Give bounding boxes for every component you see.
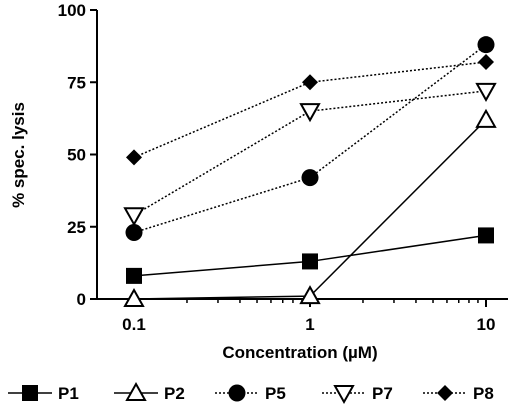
data-point-p2: [123, 287, 145, 307]
data-point-p1: [302, 253, 318, 270]
legend-label: P2: [164, 384, 185, 403]
legend-item-p2: P2: [114, 381, 185, 403]
legend-marker: [22, 385, 38, 401]
data-point-p8: [478, 54, 494, 71]
data-point-p1: [126, 267, 142, 284]
legend-marker: [228, 384, 246, 402]
series-p5: [133, 44, 487, 234]
series-markers-p7: [123, 82, 497, 227]
series-markers-p8: [126, 54, 494, 166]
data-point-p8: [126, 149, 142, 166]
data-point-p7: [299, 103, 321, 123]
x-tick-label: 1: [305, 315, 314, 334]
series-markers-p2: [123, 108, 497, 307]
legend-item-p7: P7: [322, 384, 393, 405]
series-line-p5: [133, 44, 487, 234]
data-point-p8: [302, 74, 318, 91]
legend-item-p8: P8: [423, 384, 494, 403]
legend-label: P1: [58, 384, 79, 403]
legend-item-p5: P5: [215, 384, 286, 403]
data-point-p7: [123, 207, 145, 227]
legend-label: P8: [473, 384, 494, 403]
legend-item-p1: P1: [8, 384, 79, 403]
data-point-p1: [478, 227, 494, 244]
x-axis: 0.1 1 10 Concentration (µM): [97, 298, 508, 362]
y-axis: 0 25 50 75 100 % spec. lysis: [9, 1, 98, 309]
plot-area: [123, 36, 497, 307]
series-p8: [133, 61, 487, 159]
data-point-p2: [475, 108, 497, 128]
legend-label: P7: [372, 384, 393, 403]
data-point-p5: [125, 224, 143, 242]
x-tick-label: 0.1: [122, 315, 146, 334]
y-tick-label: 25: [67, 218, 86, 237]
x-axis-title: Concentration (µM): [222, 343, 377, 362]
data-point-p7: [475, 82, 497, 102]
legend-label: P5: [265, 384, 286, 403]
x-tick-label: 10: [477, 315, 496, 334]
y-tick-label: 0: [77, 290, 86, 309]
legend-marker: [437, 385, 453, 401]
series-markers-p1: [126, 227, 494, 284]
legend: P1 P2 P5 P7 P8: [8, 381, 494, 405]
legend-marker: [125, 381, 147, 401]
series-line-p8: [133, 61, 487, 159]
y-tick-label: 50: [67, 146, 86, 165]
data-point-p5: [301, 169, 319, 187]
legend-marker: [333, 385, 355, 405]
data-point-p5: [477, 36, 495, 54]
y-axis-title: % spec. lysis: [9, 102, 28, 208]
y-tick-label: 100: [58, 1, 86, 20]
series-markers-p5: [125, 36, 495, 242]
data-point-p2: [299, 285, 321, 305]
y-tick-label: 75: [67, 73, 86, 92]
